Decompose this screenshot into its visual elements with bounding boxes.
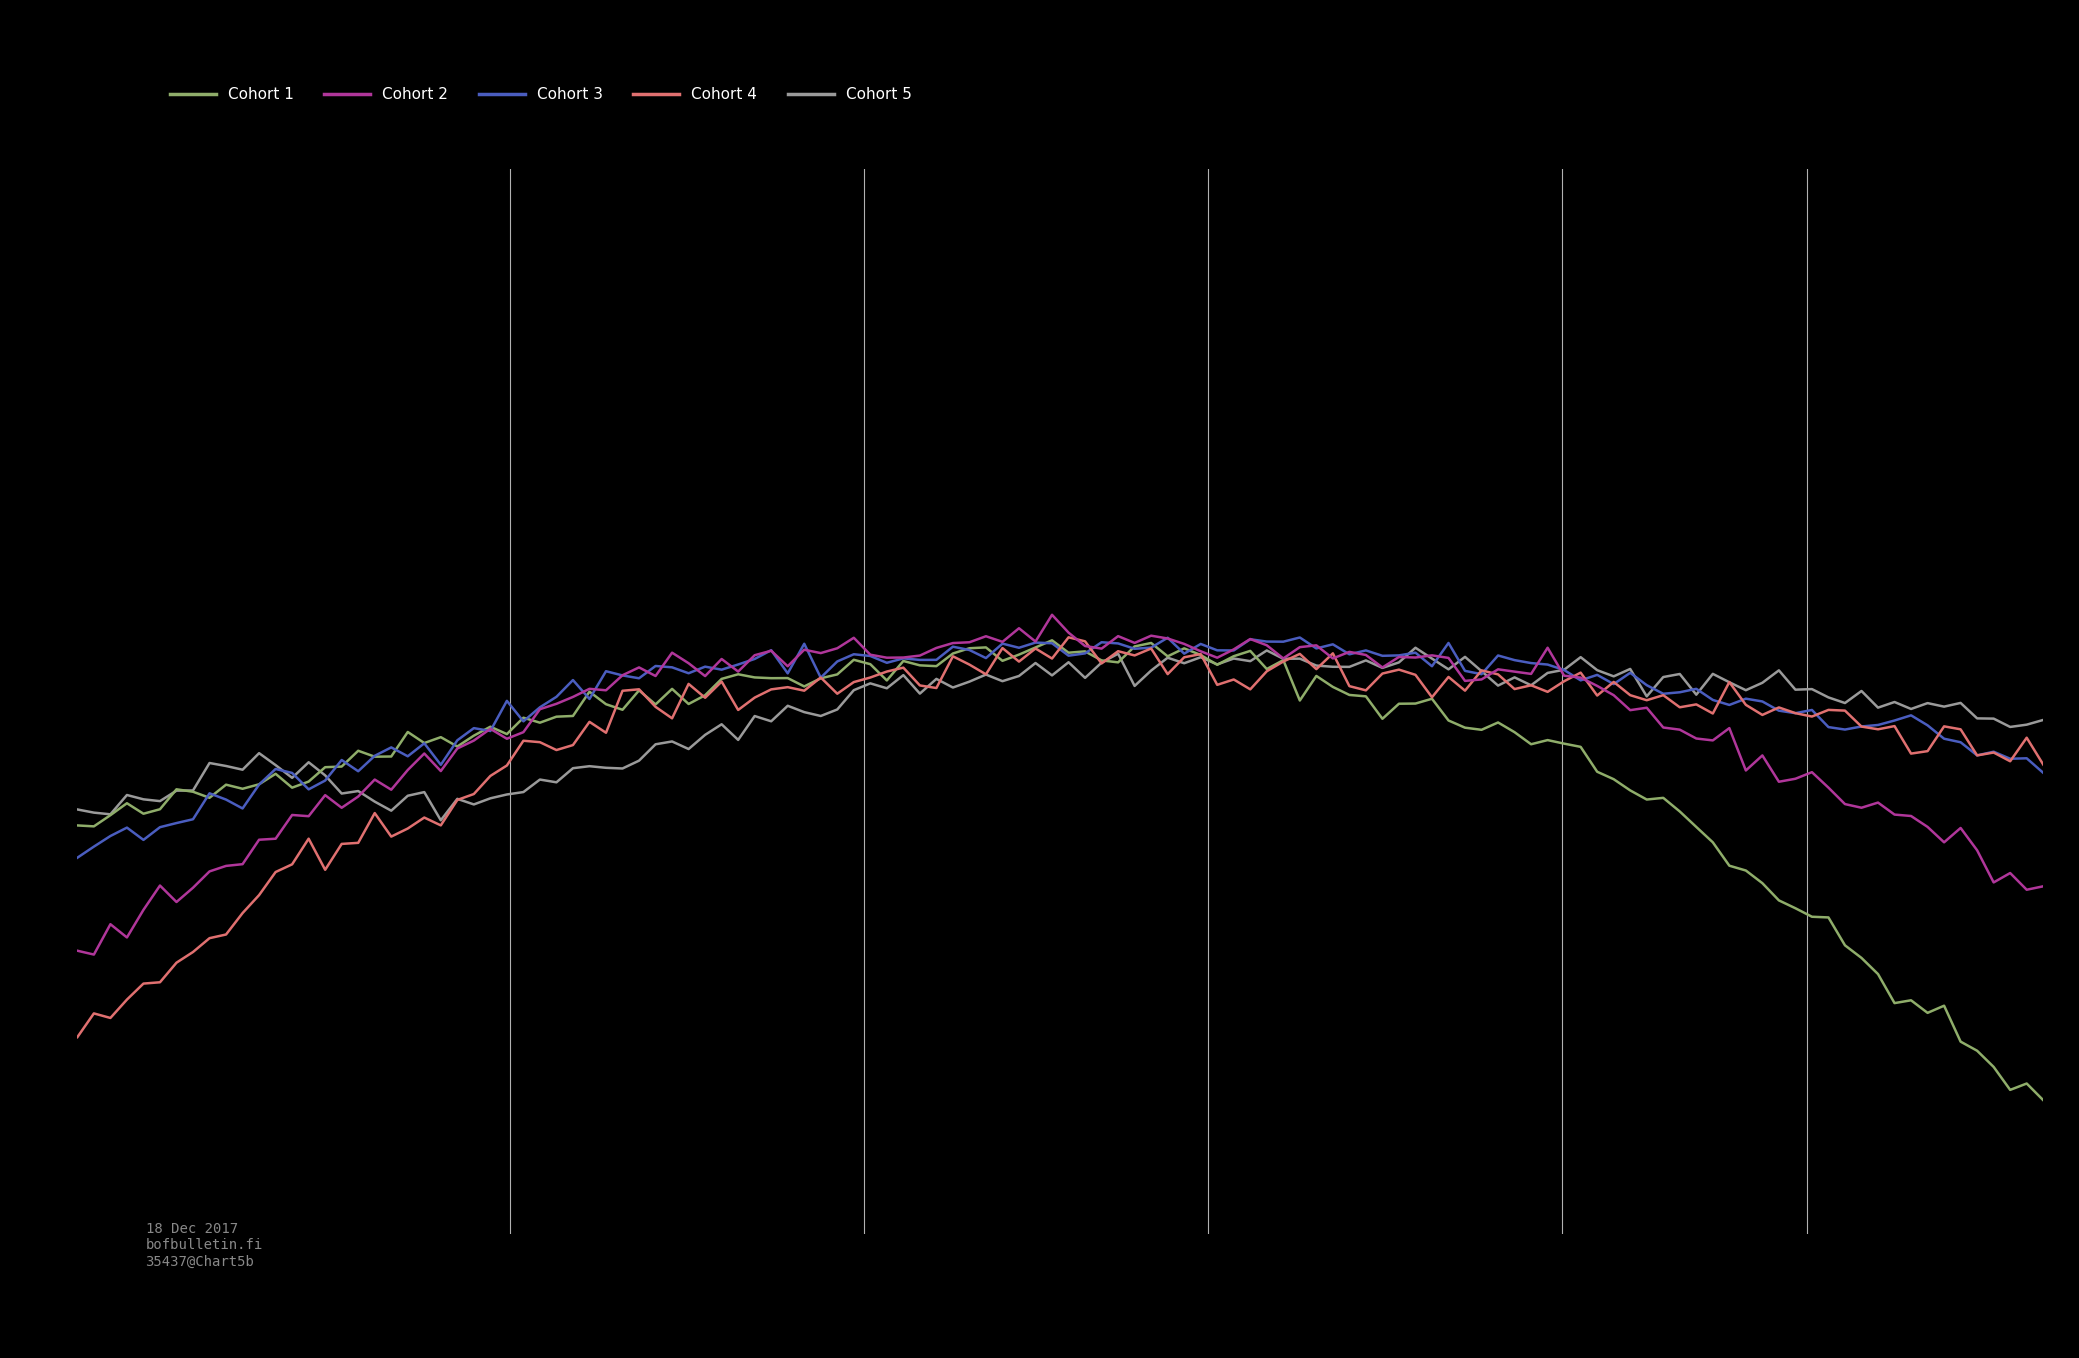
Legend: Cohort 1, Cohort 2, Cohort 3, Cohort 4, Cohort 5: Cohort 1, Cohort 2, Cohort 3, Cohort 4, … bbox=[164, 81, 917, 109]
Text: 18 Dec 2017
bofbulletin.fi
35437@Chart5b: 18 Dec 2017 bofbulletin.fi 35437@Chart5b bbox=[146, 1222, 262, 1268]
